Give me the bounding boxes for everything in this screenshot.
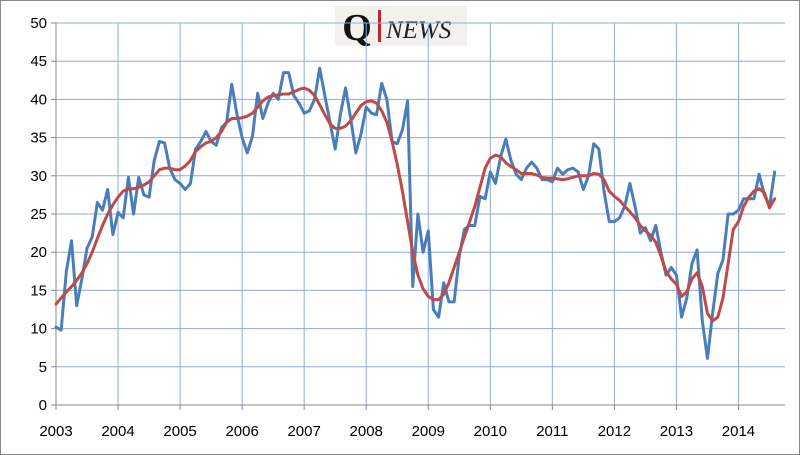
logo: Q NEWS bbox=[335, 6, 467, 49]
x-tick-label: 2011 bbox=[536, 423, 568, 440]
y-tick-label: 10 bbox=[30, 321, 47, 338]
x-tick-label: 2007 bbox=[287, 423, 320, 440]
x-tick-label: 2014 bbox=[722, 423, 755, 440]
y-tick-label: 5 bbox=[39, 359, 47, 376]
x-tick-label: 2006 bbox=[225, 423, 258, 440]
y-tick-label: 25 bbox=[30, 206, 47, 223]
logo-text: NEWS bbox=[385, 17, 452, 44]
line-series bbox=[54, 66, 777, 360]
x-tick-label: 2003 bbox=[39, 423, 72, 440]
logo-background bbox=[335, 6, 467, 46]
x-tick-label: 2012 bbox=[598, 423, 631, 440]
x-tick-label: 2009 bbox=[412, 423, 445, 440]
y-tick-label: 30 bbox=[30, 168, 47, 185]
y-tick-label: 40 bbox=[30, 91, 47, 108]
logo-mark: Q bbox=[342, 7, 372, 49]
x-tick-label: 2004 bbox=[101, 423, 134, 440]
y-tick-label: 0 bbox=[39, 397, 47, 414]
x-tick-label: 2005 bbox=[163, 423, 196, 440]
x-tick-label: 2008 bbox=[350, 423, 383, 440]
y-tick-label: 15 bbox=[30, 282, 47, 299]
y-tick-label: 35 bbox=[30, 130, 47, 147]
x-tick-label: 2013 bbox=[660, 423, 693, 440]
logo-bar bbox=[378, 10, 381, 42]
y-tick-label: 45 bbox=[30, 53, 47, 70]
y-tick-label: 50 bbox=[30, 15, 47, 32]
y-tick-label: 20 bbox=[30, 244, 47, 261]
x-tick-label: 2010 bbox=[474, 423, 507, 440]
line-series bbox=[54, 86, 777, 323]
